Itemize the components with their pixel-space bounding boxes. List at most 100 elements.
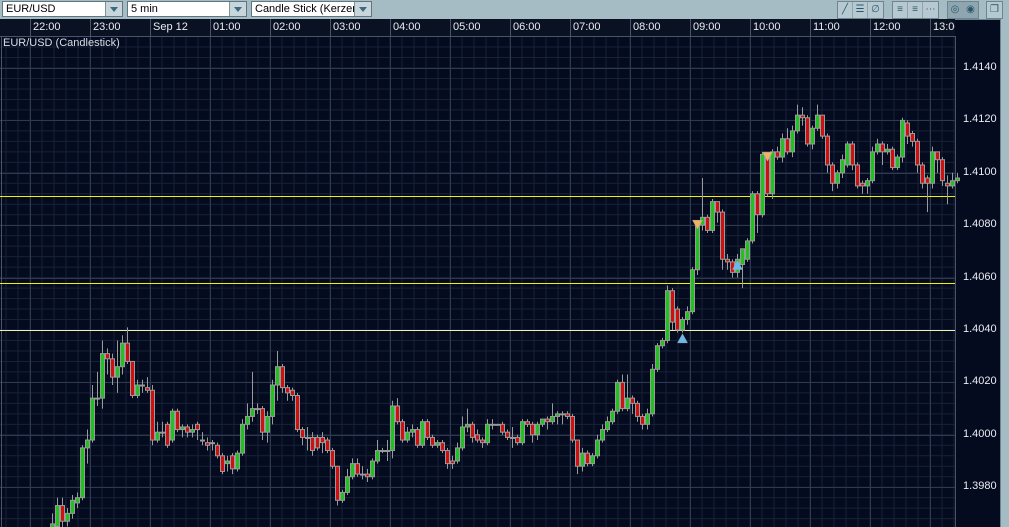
grid-lines-icon[interactable]: ≡ (893, 2, 908, 18)
chevron-down-icon[interactable] (354, 2, 371, 16)
candle-up (650, 368, 655, 415)
time-tick-label: 07:00 (570, 19, 601, 36)
chart-type-select[interactable]: Candle Stick (Kerzen (251, 1, 372, 17)
candle-down (525, 421, 530, 425)
candle-down (545, 418, 550, 423)
detach-window-icon[interactable]: ❐ (990, 4, 999, 15)
candle-down (670, 290, 675, 323)
grid-dotted-icon[interactable]: ⋯ (925, 4, 936, 15)
trendline-icon[interactable]: ╱ (838, 2, 853, 18)
candle-down (475, 434, 480, 441)
candle-down (220, 455, 225, 472)
candle-up (645, 413, 650, 425)
candle-down (640, 415, 645, 425)
candle-up (390, 405, 395, 452)
candle-down (400, 421, 405, 441)
candle-down (830, 164, 835, 184)
candle-up (240, 423, 245, 454)
time-tick-label: 11:00 (810, 19, 840, 36)
theme-dark-icon[interactable]: ◉ (966, 4, 975, 15)
candle-down (720, 211, 725, 260)
candle-down (825, 135, 830, 166)
candle-down (415, 429, 420, 446)
candle-down (775, 151, 780, 158)
time-tick-label: 13:00 (930, 19, 955, 36)
grid-dashed-icon[interactable]: ≡ (908, 2, 923, 18)
candle-up (510, 436, 515, 439)
candle-down (175, 410, 180, 431)
candle-up (665, 290, 670, 341)
interval-select[interactable]: 5 min (127, 1, 247, 17)
candle-down (920, 164, 925, 184)
candle-up (535, 423, 540, 436)
candle-down (425, 421, 430, 438)
theme-light-icon[interactable]: ◎ (948, 2, 963, 18)
price-tick-label: 1.4140 (963, 61, 997, 73)
time-tick-label: 01:00 (210, 19, 241, 36)
candle-up (750, 193, 755, 242)
candle-down (215, 444, 220, 457)
chevron-down-icon[interactable] (105, 2, 122, 16)
candle-up (615, 381, 620, 412)
candle-up (485, 423, 490, 444)
candle-down (575, 439, 580, 467)
candle-up (100, 353, 105, 399)
candle-up (710, 201, 715, 231)
candle-up (600, 429, 605, 441)
vertical-scrollbar[interactable] (1000, 19, 1009, 527)
candle-down (570, 415, 575, 441)
candle-up (870, 151, 875, 182)
candle-up (435, 442, 440, 446)
candle-up (350, 463, 355, 478)
candle-down (855, 164, 860, 187)
no-draw-icon[interactable]: ∅ (871, 4, 880, 15)
candle-up (85, 439, 90, 449)
time-tick-label: 02:00 (270, 19, 301, 36)
time-tick-label: 04:00 (390, 19, 421, 36)
candle-up (840, 159, 845, 174)
candle-down (480, 439, 485, 444)
candle-down (205, 442, 210, 446)
candle-down (290, 389, 295, 397)
candle-down (300, 429, 305, 438)
candle-down (325, 439, 330, 452)
candle-down (230, 455, 235, 470)
candle-up (75, 497, 80, 504)
chevron-down-icon[interactable] (229, 2, 246, 16)
candle-down (940, 159, 945, 182)
candle-down (880, 143, 885, 153)
candle-up (140, 384, 145, 387)
candle-up (695, 224, 700, 271)
candle-down (260, 408, 265, 433)
candle-up (385, 450, 390, 453)
candle-up (160, 431, 165, 434)
candle-down (110, 358, 115, 378)
theme-tools: ◎ ◉ (947, 1, 979, 19)
symbol-select[interactable]: EUR/USD (2, 1, 123, 17)
candle-up (120, 342, 125, 368)
candle-up (115, 366, 120, 378)
candle-down (320, 436, 325, 444)
candle-up (225, 460, 230, 465)
candle-down (565, 413, 570, 417)
candle-up (550, 415, 555, 423)
candle-up (455, 447, 460, 462)
price-tick-label: 1.4060 (963, 271, 997, 283)
candle-up (305, 436, 310, 439)
horizontal-line-icon[interactable]: ☰ (853, 2, 868, 18)
candle-down (925, 177, 930, 184)
candle-down (285, 387, 290, 394)
candle-up (345, 476, 350, 493)
candle-down (195, 423, 200, 431)
candle-up (380, 450, 385, 453)
candle-down (165, 423, 170, 446)
candle-up (460, 426, 465, 449)
candle-down (630, 397, 635, 404)
interval-value: 5 min (131, 3, 158, 15)
candle-down (850, 143, 855, 166)
candle-up (465, 423, 470, 428)
candle-up (760, 153, 765, 216)
candle-down (450, 460, 455, 465)
candle-down (585, 452, 590, 465)
